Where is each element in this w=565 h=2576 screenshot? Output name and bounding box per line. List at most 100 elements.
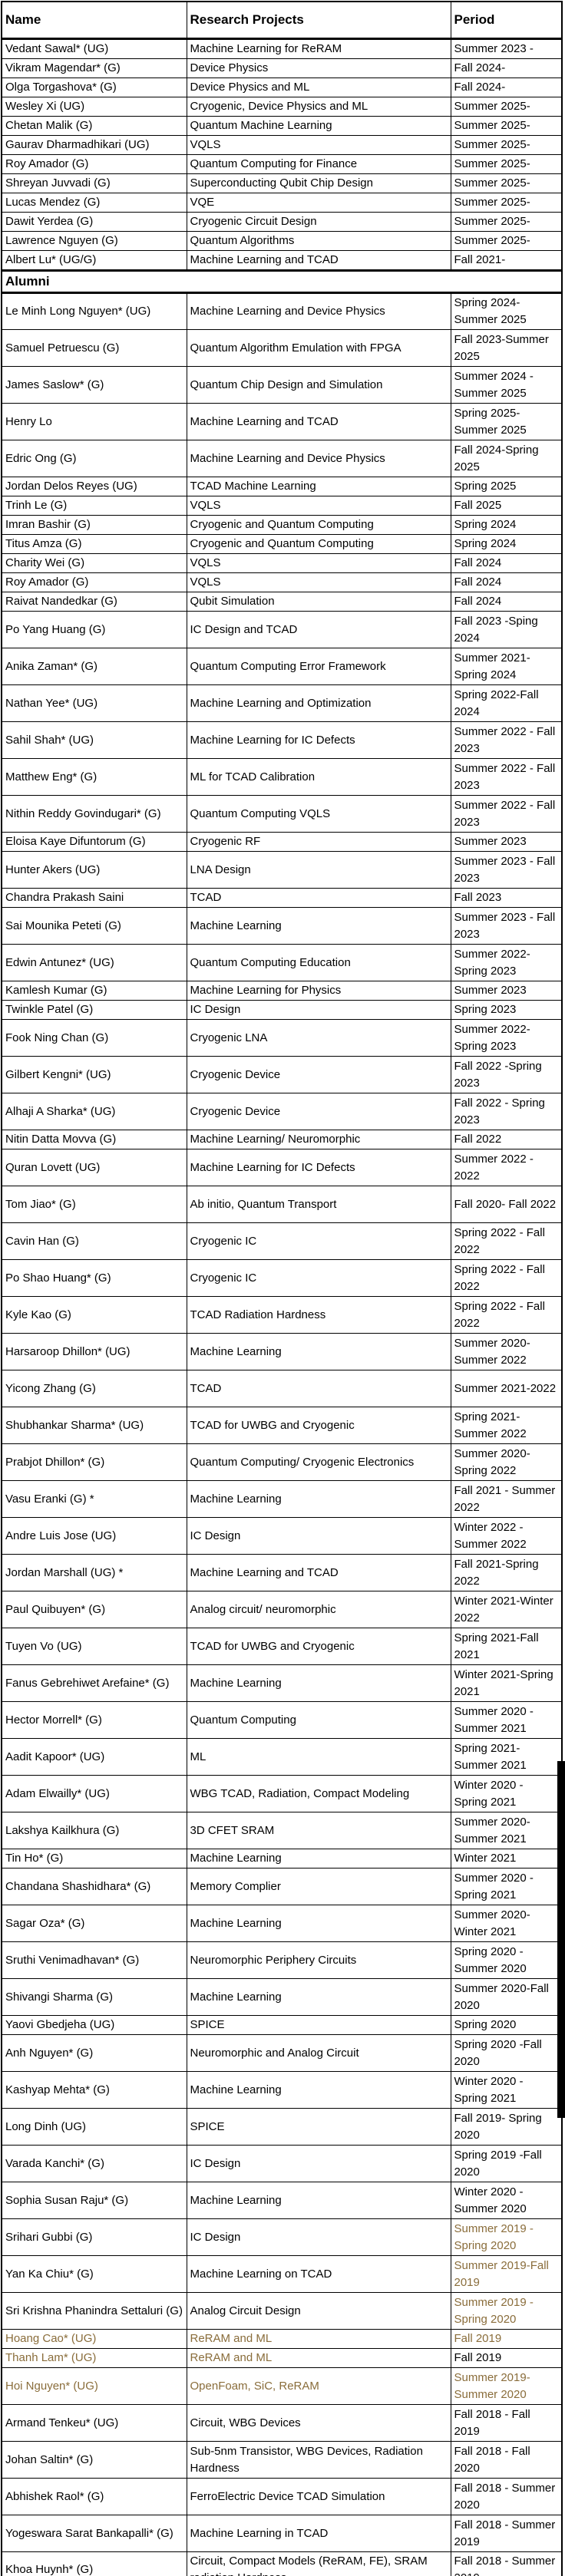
- table-row: Johan Saltin* (G) Sub-5nm Transistor, WBG…: [1, 2441, 563, 2479]
- name-cell: Hunter Akers (UG): [1, 851, 187, 889]
- name-cell: Nitin Datta Movva (G): [1, 1130, 187, 1149]
- table-row: Samuel Petruescu (G) Quantum Algorithm Em…: [1, 329, 563, 367]
- project-cell: ML: [186, 1738, 451, 1776]
- table-row: Chetan Malik (G) Quantum Machine Learning…: [1, 116, 563, 136]
- period-cell: Summer 2021-Spring 2024: [450, 648, 563, 685]
- period-cell: Fall 2020- Fall 2022: [450, 1186, 563, 1223]
- name-cell: Tom Jiao* (G): [1, 1186, 187, 1223]
- project-cell: Device Physics: [186, 58, 451, 78]
- period-cell: Fall 2022: [450, 1130, 563, 1149]
- period-cell: Summer 2021-2022: [450, 1370, 563, 1407]
- project-cell: IC Design: [186, 1000, 451, 1020]
- table-row: Kyle Kao (G) TCAD Radiation Hardness Sprin…: [1, 1296, 563, 1334]
- name-cell: Nathan Yee* (UG): [1, 684, 187, 722]
- table-row: Hunter Akers (UG) LNA Design Summer 2023 -…: [1, 851, 563, 889]
- period-cell: Fall 2023: [450, 888, 563, 908]
- period-cell: Winter 2020 - Spring 2021: [450, 2071, 563, 2109]
- table-row: Albert Lu* (UG/G) Machine Learning and TC…: [1, 250, 563, 271]
- name-cell: Sagar Oza* (G): [1, 1905, 187, 1942]
- period-cell: Spring 2025: [450, 477, 563, 496]
- table-row: Imran Bashir (G) Cryogenic and Quantum Co…: [1, 515, 563, 535]
- name-cell: Samuel Petruescu (G): [1, 329, 187, 367]
- name-cell: Chandra Prakash Saini: [1, 888, 187, 908]
- name-cell: Lawrence Nguyen (G): [1, 231, 187, 251]
- table-row: James Saslow* (G) Quantum Chip Design and…: [1, 366, 563, 404]
- period-cell: Spring 2021-Fall 2021: [450, 1628, 563, 1665]
- project-cell: ML for TCAD Calibration: [186, 758, 451, 796]
- project-cell: Machine Learning and TCAD: [186, 1554, 451, 1591]
- period-cell: Fall 2024-: [450, 78, 563, 97]
- project-cell: Machine Learning: [186, 1480, 451, 1518]
- project-cell: Cryogenic IC: [186, 1222, 451, 1260]
- table-row: Sagar Oza* (G) Machine Learning Summer 202…: [1, 1905, 563, 1942]
- project-cell: IC Design: [186, 2145, 451, 2182]
- table-row: Vasu Eranki (G) * Machine Learning Fall 20…: [1, 1480, 563, 1518]
- project-cell: Machine Learning on TCAD: [186, 2255, 451, 2293]
- table-row: Trinh Le (G) VQLS Fall 2025: [1, 496, 563, 516]
- period-cell: Summer 2019-Summer 2020: [450, 2367, 563, 2405]
- period-cell: Summer 2019-Fall 2019: [450, 2255, 563, 2293]
- table-row: Harsaroop Dhillon* (UG) Machine Learning S…: [1, 1333, 563, 1370]
- table-row: Gaurav Dharmadhikari (UG) VQLS Summer 2025…: [1, 135, 563, 155]
- name-cell: Prabjot Dhillon* (G): [1, 1443, 187, 1481]
- column-header-period: Period: [450, 1, 563, 40]
- project-cell: Cryogenic LNA: [186, 1019, 451, 1057]
- period-cell: Winter 2022 - Summer 2022: [450, 1517, 563, 1555]
- period-cell: Spring 2025-Summer 2025: [450, 403, 563, 440]
- table-row: Tuyen Vo (UG) TCAD for UWBG and Cryogenic…: [1, 1628, 563, 1665]
- name-cell: Po Yang Huang (G): [1, 611, 187, 648]
- name-cell: Long Dinh (UG): [1, 2108, 187, 2146]
- table-row: Paul Quibuyen* (G) Analog circuit/ neurom…: [1, 1591, 563, 1628]
- name-cell: Sruthi Venimadhavan* (G): [1, 1941, 187, 1979]
- table-row: Anh Nguyen* (G) Neuromorphic and Analog C…: [1, 2034, 563, 2072]
- table-row: Sri Krishna Phanindra Settaluri (G) Analo…: [1, 2292, 563, 2330]
- name-cell: Anh Nguyen* (G): [1, 2034, 187, 2072]
- table-row: Titus Amza (G) Cryogenic and Quantum Comp…: [1, 534, 563, 554]
- project-cell: Machine Learning and Device Physics: [186, 292, 451, 330]
- period-cell: Spring 2024: [450, 534, 563, 554]
- table-row: Lakshya Kailkhura (G) 3D CFET SRAM Summer …: [1, 1812, 563, 1849]
- name-cell: Eloisa Kaye Difuntorum (G): [1, 832, 187, 852]
- name-cell: Yicong Zhang (G): [1, 1370, 187, 1407]
- name-cell: Hoi Nguyen* (UG): [1, 2367, 187, 2405]
- period-cell: Fall 2021-Spring 2022: [450, 1554, 563, 1591]
- period-cell: Summer 2025-: [450, 231, 563, 251]
- alumni-section-label: Alumni: [1, 269, 563, 294]
- table-row: Quran Lovett (UG) Machine Learning for IC…: [1, 1149, 563, 1186]
- period-cell: Spring 2020 -Fall 2020: [450, 2034, 563, 2072]
- period-cell: Summer 2020 - Spring 2021: [450, 1868, 563, 1905]
- name-cell: Raivat Nandedkar (G): [1, 592, 187, 612]
- table-row: Fanus Gebrehiwet Arefaine* (G) Machine Le…: [1, 1664, 563, 1702]
- name-cell: Po Shao Huang* (G): [1, 1259, 187, 1297]
- table-row: Dawit Yerdea (G) Cryogenic Circuit Design…: [1, 212, 563, 232]
- header-row: Name Research Projects Period: [1, 1, 563, 40]
- table-row: Nitin Datta Movva (G) Machine Learning/ N…: [1, 1130, 563, 1149]
- period-cell: Summer 2025-: [450, 97, 563, 117]
- period-cell: Fall 2018 - Fall 2019: [450, 2404, 563, 2442]
- name-cell: Titus Amza (G): [1, 534, 187, 554]
- name-cell: Thanh Lam* (UG): [1, 2348, 187, 2368]
- project-cell: Memory Complier: [186, 1868, 451, 1905]
- column-header-name: Name: [1, 1, 187, 40]
- project-cell: Cryogenic Device: [186, 1056, 451, 1093]
- table-row: Abhishek Raol* (G) FerroElectric Device T…: [1, 2478, 563, 2515]
- project-cell: IC Design and TCAD: [186, 611, 451, 648]
- name-cell: Sri Krishna Phanindra Settaluri (G): [1, 2292, 187, 2330]
- project-cell: VQLS: [186, 135, 451, 155]
- table-row: Fook Ning Chan (G) Cryogenic LNA Summer 20…: [1, 1019, 563, 1057]
- table-row: Matthew Eng* (G) ML for TCAD Calibration S…: [1, 758, 563, 796]
- period-cell: Fall 2022 - Spring 2023: [450, 1093, 563, 1130]
- project-cell: TCAD: [186, 888, 451, 908]
- name-cell: Quran Lovett (UG): [1, 1149, 187, 1186]
- period-cell: Fall 2018 - Summer 2020: [450, 2478, 563, 2515]
- project-cell: Cryogenic Device: [186, 1093, 451, 1130]
- period-cell: Winter 2020 - Summer 2020: [450, 2182, 563, 2219]
- period-cell: Fall 2018 - Summer 2019: [450, 2515, 563, 2552]
- table-row: Cavin Han (G) Cryogenic IC Spring 2022 - F…: [1, 1222, 563, 1260]
- name-cell: Olga Torgashova* (G): [1, 78, 187, 97]
- project-cell: Machine Learning and TCAD: [186, 403, 451, 440]
- table-row: Sai Mounika Peteti (G) Machine Learning Su…: [1, 907, 563, 945]
- table-row: Tin Ho* (G) Machine Learning Winter 2021: [1, 1849, 563, 1869]
- period-cell: Spring 2022 - Fall 2022: [450, 1259, 563, 1297]
